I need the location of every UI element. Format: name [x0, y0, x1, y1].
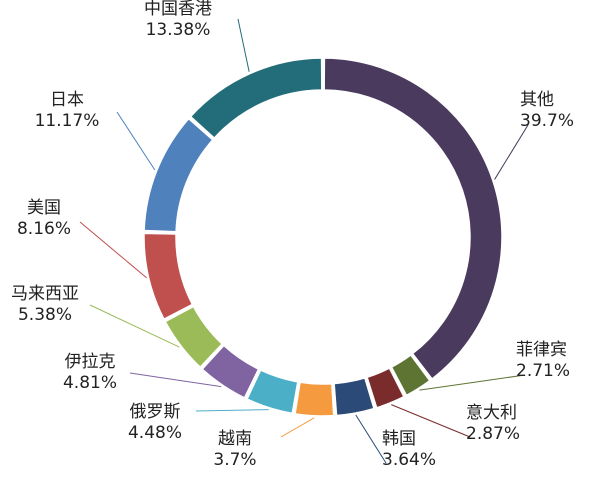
- leader-line: [79, 221, 148, 279]
- leader-line: [419, 374, 526, 391]
- leader-line: [355, 414, 387, 464]
- donut-slice: [201, 344, 260, 399]
- slice-percent-label: 39.7%: [520, 111, 574, 131]
- donut-slice: [189, 57, 323, 140]
- slice-percent-label: 2.71%: [516, 361, 570, 381]
- slice-percent-label: 3.7%: [213, 450, 256, 470]
- slice-percent-label: 11.17%: [35, 111, 100, 131]
- slice-category-label: 日本: [50, 90, 84, 110]
- slice-percent-label: 8.16%: [17, 219, 71, 239]
- leader-line: [280, 417, 315, 438]
- slice-percent-label: 4.81%: [63, 373, 117, 393]
- slice-percent-label: 5.38%: [18, 305, 72, 325]
- slices-layer: [143, 57, 503, 417]
- donut-slice: [143, 232, 194, 321]
- slice-category-label: 韩国: [382, 429, 416, 449]
- donut-slice: [164, 305, 224, 369]
- leader-line: [129, 372, 222, 388]
- donut-slice: [143, 117, 214, 233]
- slice-category-label: 越南: [218, 429, 252, 449]
- slice-category-label: 中国香港: [144, 0, 212, 19]
- leader-line: [89, 304, 180, 348]
- leaders-layer: [79, 18, 529, 464]
- donut-slice: [246, 369, 299, 415]
- donut-slice: [390, 353, 431, 397]
- slice-percent-label: 3.64%: [382, 450, 436, 470]
- donut-slice: [333, 376, 375, 417]
- slice-category-label: 马来西亚: [11, 284, 79, 304]
- slice-category-label: 意大利: [466, 403, 517, 423]
- leader-line: [237, 18, 250, 72]
- slice-percent-label: 4.48%: [128, 423, 182, 443]
- leader-line: [391, 404, 471, 438]
- leader-line: [195, 409, 269, 412]
- slice-percent-label: 13.38%: [146, 20, 211, 40]
- donut-slice: [366, 367, 405, 409]
- donut-slice: [323, 57, 503, 381]
- labels-layer: 其他39.7%菲律宾2.71%意大利2.87%韩国3.64%越南3.7%俄罗斯4…: [11, 0, 574, 470]
- leader-line: [494, 124, 529, 180]
- slice-category-label: 美国: [27, 198, 61, 218]
- slice-category-label: 伊拉克: [65, 352, 116, 372]
- slice-category-label: 菲律宾: [516, 340, 567, 360]
- slice-percent-label: 2.87%: [466, 424, 520, 444]
- leader-line: [116, 111, 156, 171]
- donut-slice: [294, 381, 335, 417]
- slice-category-label: 俄罗斯: [130, 402, 181, 422]
- slice-category-label: 其他: [520, 90, 554, 110]
